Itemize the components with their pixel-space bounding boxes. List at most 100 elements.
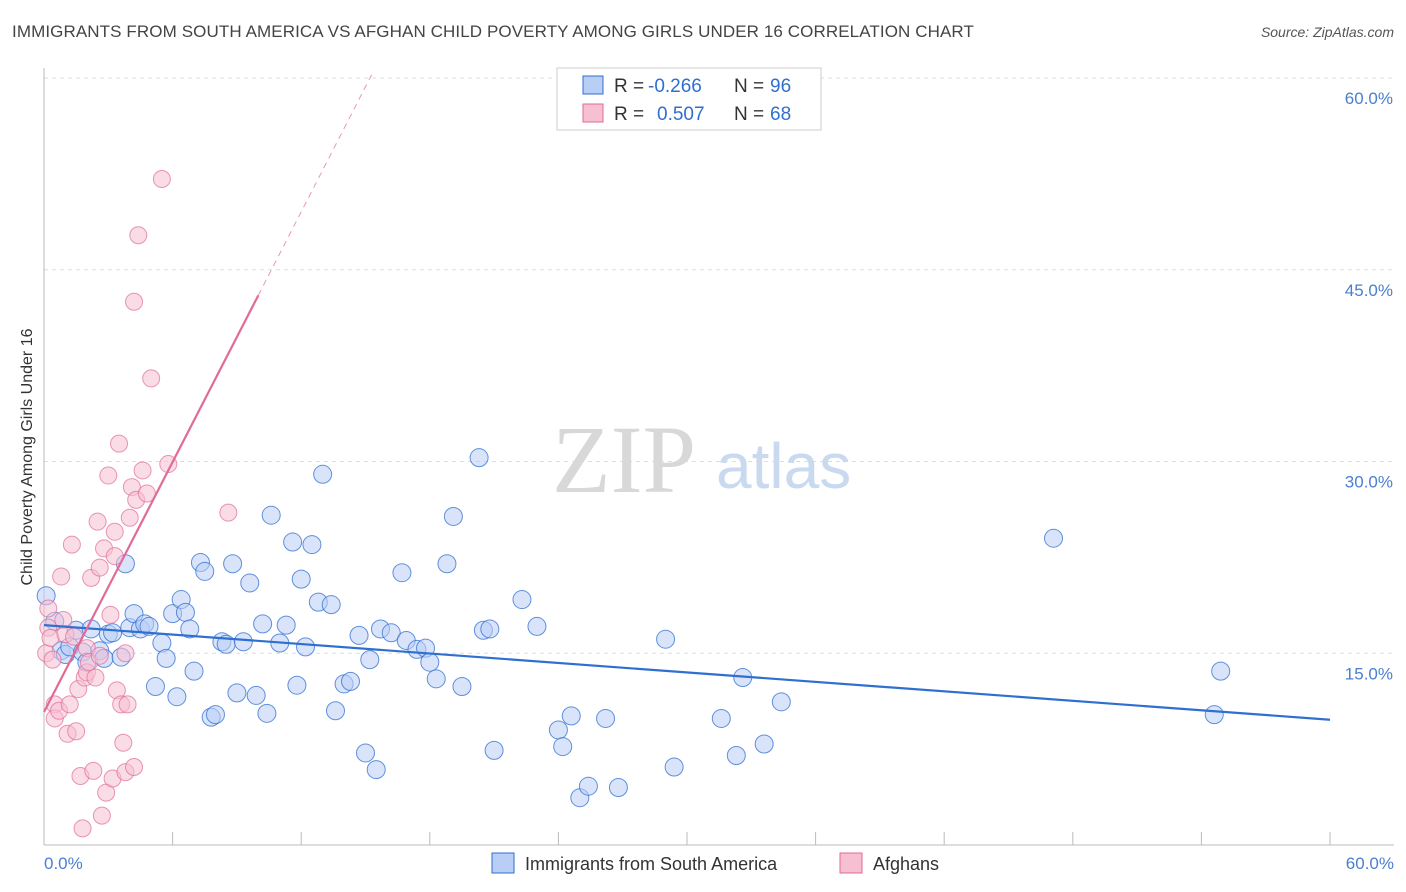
y-tick-labels: 15.0% 30.0% 45.0% 60.0%	[1345, 89, 1393, 683]
data-point-south-america	[175, 602, 195, 622]
data-point-south-america	[321, 595, 341, 615]
data-point-south-america	[726, 746, 746, 766]
data-point-south-america	[771, 692, 791, 712]
data-point-south-america	[227, 683, 247, 703]
data-point-afghans	[92, 806, 111, 825]
data-point-afghans	[43, 650, 62, 669]
data-point-afghans	[125, 758, 144, 777]
data-point-south-america	[754, 734, 774, 754]
data-point-south-america	[295, 637, 315, 657]
data-point-afghans	[114, 733, 133, 752]
stats-legend: R = -0.266 N = 96 R = 0.507 N = 68	[556, 67, 822, 131]
data-point-south-america	[313, 464, 333, 484]
y-tick-label: 15.0%	[1345, 664, 1393, 683]
data-point-afghans	[90, 646, 109, 665]
grid-lines	[44, 77, 1394, 654]
bottom-legend-label-2: Afghans	[873, 854, 939, 874]
data-point-afghans	[67, 722, 86, 741]
data-point-afghans	[73, 819, 92, 838]
x-tick-label-min: 0.0%	[44, 854, 83, 873]
data-point-south-america	[156, 648, 176, 668]
legend-swatch-pink	[582, 103, 604, 123]
data-point-south-america	[240, 573, 260, 593]
data-point-afghans	[52, 567, 71, 586]
data-point-afghans	[86, 668, 105, 687]
data-point-south-america	[711, 708, 731, 728]
y-axis-label: Child Poverty Among Girls Under 16	[19, 328, 36, 585]
data-point-south-america	[145, 676, 165, 696]
data-point-south-america	[195, 561, 215, 581]
scatter-points	[36, 169, 1231, 838]
data-point-afghans	[152, 169, 171, 188]
data-point-afghans	[110, 434, 129, 453]
data-point-afghans	[142, 369, 161, 388]
data-point-south-america	[561, 706, 581, 726]
bottom-legend-swatch-blue	[491, 852, 515, 874]
data-point-afghans	[99, 466, 118, 485]
trend-lines	[43, 73, 1331, 721]
data-point-afghans	[90, 558, 109, 577]
data-point-afghans	[84, 761, 103, 780]
data-point-south-america	[1204, 705, 1224, 725]
data-point-south-america	[578, 776, 598, 796]
legend-r-value-1: -0.266	[648, 76, 702, 97]
data-point-south-america	[223, 554, 243, 574]
legend-n-label-2: N =	[734, 104, 764, 125]
legend-r-value-2: 0.507	[657, 104, 705, 125]
trend-line-afghans	[43, 294, 260, 713]
bottom-legend-swatch-pink	[839, 852, 863, 874]
data-point-south-america	[287, 675, 307, 695]
data-point-south-america	[484, 740, 504, 760]
data-point-south-america	[349, 625, 369, 645]
y-tick-label: 30.0%	[1345, 473, 1393, 492]
data-point-south-america	[469, 448, 489, 468]
data-point-south-america	[205, 705, 225, 725]
data-point-south-america	[656, 629, 676, 649]
data-point-south-america	[420, 652, 440, 672]
data-point-afghans	[219, 503, 238, 522]
x-axis-ticks	[172, 832, 1331, 845]
trend-line-south-america	[43, 624, 1331, 721]
data-point-south-america	[553, 737, 573, 757]
legend-r-label-1: R =	[614, 76, 644, 97]
legend-swatch-blue	[582, 75, 604, 95]
data-point-south-america	[426, 669, 446, 689]
data-point-south-america	[184, 661, 204, 681]
data-point-south-america	[1211, 661, 1231, 681]
data-point-south-america	[1044, 528, 1064, 548]
legend-r-label-2: R =	[614, 104, 644, 125]
data-point-south-america	[302, 535, 322, 555]
data-point-south-america	[366, 760, 386, 780]
trend-line-afghans-extension	[257, 73, 373, 296]
x-tick-label-max: 60.0%	[1346, 854, 1394, 873]
data-point-south-america	[139, 616, 159, 636]
data-point-south-america	[167, 687, 187, 707]
data-point-afghans	[60, 695, 79, 714]
data-point-afghans	[62, 535, 81, 554]
data-point-afghans	[39, 599, 58, 618]
data-point-south-america	[180, 619, 200, 639]
data-point-south-america	[103, 623, 123, 643]
data-point-south-america	[356, 743, 375, 763]
y-tick-label: 45.0%	[1345, 281, 1393, 300]
bottom-legend-label-1: Immigrants from South America	[525, 854, 778, 874]
data-point-afghans	[101, 605, 120, 624]
source-label: Source: ZipAtlas.com	[1260, 24, 1394, 40]
watermark-zip: ZIP	[552, 406, 696, 513]
data-point-south-america	[276, 615, 296, 635]
data-point-afghans	[105, 522, 124, 541]
legend-n-value-1: 96	[770, 76, 791, 97]
data-point-afghans	[129, 226, 148, 245]
legend-n-label-1: N =	[734, 76, 764, 97]
data-point-south-america	[325, 701, 345, 721]
data-point-south-america	[246, 685, 266, 705]
data-point-afghans	[125, 292, 144, 311]
chart-title: IMMIGRANTS FROM SOUTH AMERICA VS AFGHAN …	[12, 22, 974, 41]
data-point-south-america	[443, 506, 463, 526]
data-point-south-america	[360, 650, 380, 670]
data-point-south-america	[512, 590, 532, 610]
data-point-afghans	[120, 508, 139, 527]
series-legend: Immigrants from South America Afghans	[491, 852, 939, 874]
data-point-south-america	[381, 623, 401, 643]
